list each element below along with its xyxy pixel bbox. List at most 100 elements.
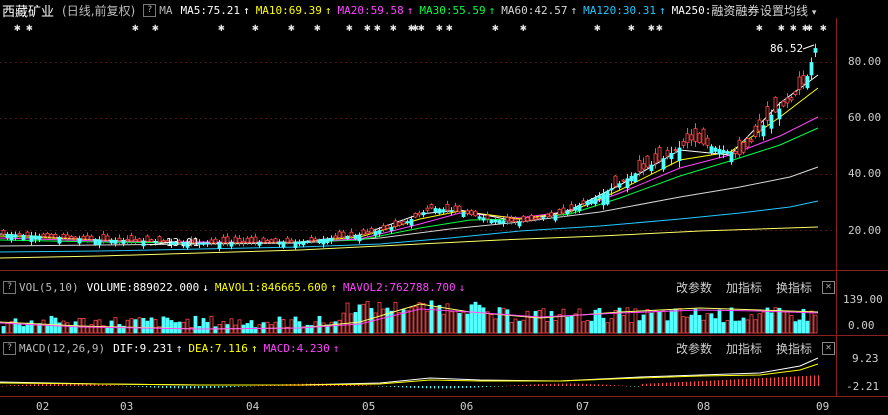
event-marker-icon[interactable]: ✱ [252, 21, 259, 34]
close-icon[interactable]: ✕ [822, 280, 836, 294]
change-params-button[interactable]: 改参数 [676, 280, 713, 295]
macd-bar [414, 386, 416, 388]
volume-bar [309, 325, 314, 334]
event-marker-icon[interactable]: ✱ [374, 21, 381, 34]
candle-body [469, 210, 474, 216]
margin-trading-label[interactable]: 融资融券 [711, 3, 760, 18]
stock-name[interactable]: 西藏矿业 [2, 4, 55, 20]
settings-ma-button[interactable]: 设置均线 ▾ [760, 2, 816, 19]
macd-bar [374, 385, 376, 387]
macd-bar [458, 386, 460, 389]
switch-indicator-button[interactable]: 换指标 [776, 341, 813, 356]
event-marker-icon[interactable]: ✱ [14, 21, 21, 34]
event-marker-icon[interactable]: ✱ [628, 21, 635, 34]
candle-body [117, 237, 122, 241]
macd-bar [390, 386, 392, 387]
macd-help-button[interactable]: ? [3, 341, 16, 355]
event-marker-icon[interactable]: ✱ [412, 21, 419, 34]
close-icon[interactable]: ✕ [822, 341, 836, 355]
event-marker-icon[interactable]: ✱ [648, 21, 655, 34]
event-marker-icon[interactable]: ✱ [288, 21, 295, 34]
event-marker-icon[interactable]: ✱ [656, 21, 663, 34]
candle-body [261, 237, 266, 243]
add-indicator-button[interactable]: 加指标 [726, 280, 763, 295]
event-marker-icon[interactable]: ✱ [418, 21, 425, 34]
volume-bar [305, 324, 310, 334]
event-marker-icon[interactable]: ✱ [314, 21, 321, 34]
add-indicator-button[interactable]: 加指标 [726, 341, 763, 356]
event-marker-icon[interactable]: ✱ [364, 21, 371, 34]
period-label[interactable]: (日线,前复权) [62, 3, 136, 18]
candle-body [81, 235, 86, 240]
event-marker-icon[interactable]: ✱ [26, 21, 33, 34]
event-marker-icon[interactable]: ✱ [802, 21, 809, 34]
event-marker-icon[interactable]: ✱ [132, 21, 139, 34]
candle-body [349, 231, 354, 237]
candle-body [633, 173, 638, 183]
volume-bar [745, 319, 750, 334]
candle-body [521, 215, 526, 222]
macd-bar [426, 386, 428, 389]
candle-body [85, 235, 90, 240]
candle-body [69, 236, 74, 239]
event-marker-icon[interactable]: ✱ [446, 21, 453, 34]
candle-body [529, 215, 534, 221]
vol-help-button[interactable]: ? [3, 280, 16, 294]
macd-bar [198, 386, 200, 389]
ma-help-button[interactable]: ? [143, 3, 157, 17]
macd-bar [6, 385, 8, 387]
macd-bar [10, 385, 12, 386]
event-marker-icon[interactable]: ✱ [520, 21, 527, 34]
macd-bar [178, 386, 180, 389]
volume-bar [381, 308, 386, 334]
arrow-up-icon: ↑ [488, 3, 496, 17]
macd-bar [798, 376, 800, 386]
macd-bar [518, 385, 520, 386]
event-marker-icon[interactable]: ✱ [436, 21, 443, 34]
event-marker-icon[interactable]: ✱ [594, 21, 601, 34]
volume-bar [253, 327, 258, 334]
macd-bar [542, 384, 544, 386]
macd-bar [406, 386, 408, 388]
volume-bar [261, 322, 266, 334]
volume-bar [141, 317, 146, 334]
event-marker-icon[interactable]: ✱ [152, 21, 159, 34]
volume-bar [589, 320, 594, 334]
change-params-button[interactable]: 改参数 [676, 341, 713, 356]
macd-bar [758, 378, 760, 386]
switch-indicator-button[interactable]: 换指标 [776, 280, 813, 295]
macd-indicator-label[interactable]: MACD(12,26,9) [19, 341, 106, 355]
macd-bar [246, 386, 248, 387]
arrow-down-icon: ↓ [458, 280, 466, 294]
macd-bar [398, 386, 400, 388]
event-marker-icon[interactable]: ✱ [218, 21, 225, 34]
volume-bar [617, 307, 622, 334]
volume-bar [213, 326, 218, 334]
macd-bar [630, 386, 632, 387]
macd-bar [474, 386, 476, 388]
candle-body [661, 158, 666, 170]
candle-body [221, 236, 226, 244]
volume-bar [101, 325, 106, 334]
event-marker-icon[interactable]: ✱ [820, 21, 827, 34]
candle-body [569, 204, 574, 210]
event-marker-icon[interactable]: ✱ [790, 21, 797, 34]
candle-body [433, 208, 438, 213]
event-marker-icon[interactable]: ✱ [806, 21, 813, 34]
event-marker-icon[interactable]: ✱ [390, 21, 397, 34]
vol-indicator-label[interactable]: VOL(5,10) [19, 280, 79, 294]
event-marker-icon[interactable]: ✱ [778, 21, 785, 34]
event-marker-icon[interactable]: ✱ [756, 21, 763, 34]
candle-body [501, 220, 506, 224]
event-marker-icon[interactable]: ✱ [408, 21, 415, 34]
event-marker-icon[interactable]: ✱ [346, 21, 353, 34]
macd-bar [698, 381, 700, 386]
volume-bar [753, 319, 758, 334]
macd-bar [438, 386, 440, 389]
event-marker-icon[interactable]: ✱ [492, 21, 499, 34]
candle-body [625, 178, 630, 189]
date-tick: 08 [697, 400, 711, 413]
candle-body [785, 97, 790, 104]
volume-bar [609, 318, 614, 334]
